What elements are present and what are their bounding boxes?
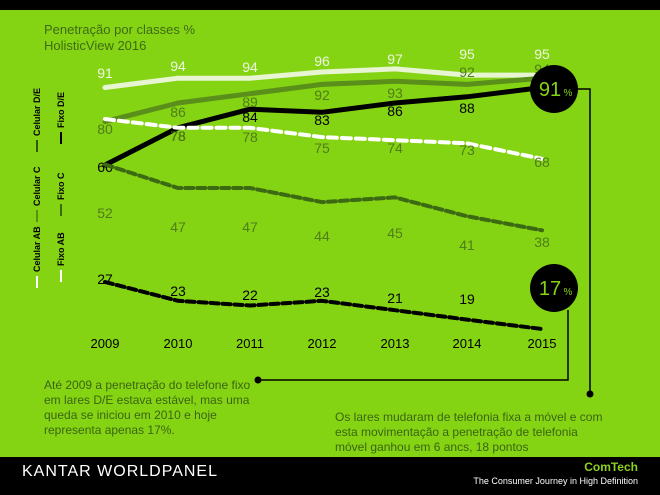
legend-label: Fixo AB: [56, 232, 66, 266]
data-label: 21: [387, 290, 403, 306]
x-tick-label: 2013: [381, 336, 410, 351]
legend-item: Celular D/E: [32, 88, 42, 152]
highlight-unit: %: [564, 287, 573, 298]
data-label: 27: [97, 271, 113, 287]
x-tick-label: 2012: [308, 336, 337, 351]
connector-dot: [586, 390, 594, 398]
data-label: 91: [97, 65, 113, 81]
data-label: 94: [242, 59, 258, 75]
data-label: 78: [170, 128, 186, 144]
data-label: 92: [459, 64, 475, 80]
data-label: 83: [314, 112, 330, 128]
series-line-celular-ab: [102, 66, 545, 90]
data-label: 95: [534, 46, 550, 62]
note-right: Os lares mudaram de telefonia fixa a móv…: [335, 410, 603, 454]
legend-label: Celular AB: [32, 226, 42, 272]
connector-left: [257, 310, 569, 381]
tagline: The Consumer Journey in High Definition: [473, 476, 638, 486]
legend-item: Celular AB: [32, 226, 42, 288]
series-line-fixo-d-e: [103, 280, 544, 331]
note-left: Até 2009 a penetração do telefone fixo e…: [44, 378, 251, 437]
legend-item: Fixo AB: [56, 232, 66, 282]
x-tick-label: 2010: [164, 336, 193, 351]
data-label: 95: [459, 46, 475, 62]
data-label: 44: [314, 228, 330, 244]
legend-label: Fixo D/E: [56, 92, 66, 128]
data-label: 38: [534, 234, 550, 250]
data-label: 92: [314, 87, 330, 103]
highlight-value: 17: [539, 278, 561, 300]
data-label: 19: [459, 291, 475, 307]
legend-item: Fixo C: [56, 172, 66, 216]
legend-label: Fixo C: [56, 172, 66, 200]
highlight-unit: %: [564, 88, 573, 99]
data-label: 66: [97, 159, 113, 175]
data-label: 74: [387, 140, 403, 156]
connector-dot: [254, 376, 262, 384]
data-label: 89: [242, 94, 258, 110]
data-label: 94: [170, 58, 186, 74]
data-label: 78: [170, 128, 186, 144]
brand-logo: KANTAR WORLDPANEL: [22, 463, 218, 480]
highlight-circle: [530, 264, 578, 312]
data-label: 73: [459, 142, 475, 158]
series-line-celular-c: [102, 75, 545, 125]
highlight-circle: [530, 65, 578, 113]
data-label: 45: [387, 225, 403, 241]
chart-panel: Penetração por classes % HolisticView 20…: [0, 10, 660, 457]
x-tick-label: 2014: [453, 336, 482, 351]
highlight-celular-de: 91%: [530, 65, 578, 113]
highlight-fixo-de: 17%: [530, 264, 578, 312]
data-label: 52: [97, 205, 113, 221]
data-label: 93: [387, 85, 403, 101]
data-label: 47: [170, 219, 186, 235]
data-label: 41: [459, 237, 475, 253]
x-tick-label: 2011: [236, 336, 264, 351]
data-label: 86: [170, 104, 186, 120]
data-label: 47: [242, 219, 258, 235]
legend-item: Celular C: [32, 166, 42, 222]
product-name: ComTech: [584, 460, 638, 474]
data-label: 96: [314, 53, 330, 69]
data-label: 23: [170, 283, 186, 299]
legend-item: Fixo D/E: [56, 92, 66, 144]
series-line-fixo-ab: [103, 117, 544, 161]
data-label: 97: [387, 51, 403, 67]
data-label: 23: [314, 284, 330, 300]
x-tick-label: 2009: [91, 336, 120, 351]
legend-label: Celular C: [32, 166, 42, 206]
line-chart: 9194949697959580868992939294667884838688…: [32, 46, 594, 398]
data-label: 86: [387, 103, 403, 119]
data-label: 78: [242, 129, 258, 145]
x-tick-label: 2015: [528, 336, 557, 351]
data-label: 80: [97, 121, 113, 137]
chart-title: Penetração por classes %: [44, 22, 196, 37]
data-label: 88: [459, 100, 475, 116]
chart-subtitle: HolisticView 2016: [44, 38, 147, 53]
legend-label: Celular D/E: [32, 88, 42, 136]
series-line-fixo-c: [103, 162, 544, 233]
data-label: 22: [242, 287, 258, 303]
connector-right: [578, 88, 591, 394]
data-label: 68: [534, 154, 550, 170]
data-label: 75: [314, 140, 330, 156]
data-label: 84: [242, 109, 258, 125]
highlight-value: 91: [539, 79, 561, 101]
